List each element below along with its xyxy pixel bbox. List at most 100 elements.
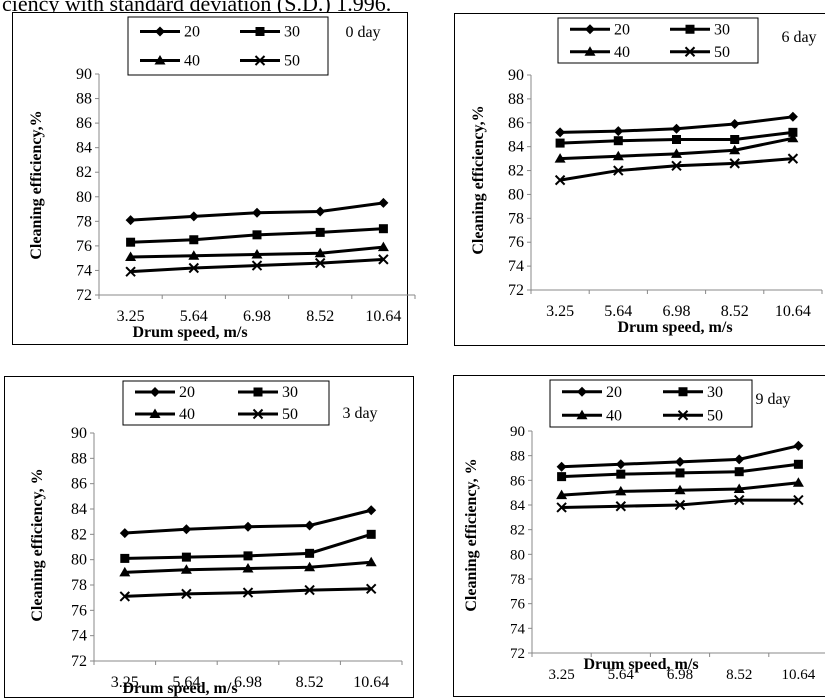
legend-box — [122, 380, 330, 426]
data-point — [556, 489, 568, 500]
y-tick-label: 76 — [76, 238, 92, 255]
legend-label: 20 — [179, 384, 195, 401]
data-point — [378, 197, 389, 208]
y-tick-label: 88 — [76, 91, 92, 108]
x-tick-label: 8.52 — [726, 667, 752, 683]
legend-marker — [584, 46, 596, 56]
y-tick-label: 76 — [71, 602, 87, 619]
chart-day9: 72 74 76 78 80 82 84 86 88 90 3.25 5.64 6.98 8.52 10.6… — [463, 379, 825, 683]
x-tick-label: 10.64 — [782, 667, 816, 683]
series-40 — [556, 477, 804, 500]
y-axis-title: Cleaning efficiency,% — [28, 110, 45, 259]
day-label: 3 day — [342, 405, 377, 422]
y-tick-label: 82 — [76, 164, 92, 181]
series-20 — [125, 197, 389, 226]
data-point — [378, 254, 389, 265]
x-tick-label: 3.25 — [548, 667, 574, 683]
data-point — [366, 505, 377, 516]
y-tick-label: 78 — [71, 577, 87, 594]
day-label: 9 day — [755, 391, 790, 408]
x-tick-label: 10.64 — [365, 308, 401, 325]
data-point — [555, 138, 565, 148]
data-point — [793, 440, 804, 451]
legend-label: 50 — [282, 406, 298, 423]
data-point — [314, 247, 326, 258]
legend-label: 20 — [606, 384, 622, 401]
y-tick-label: 88 — [510, 449, 525, 465]
data-point — [181, 552, 191, 562]
data-point — [615, 459, 626, 470]
legend-marker — [684, 46, 696, 57]
data-point — [671, 160, 682, 171]
x-tick-label: 10.64 — [353, 674, 389, 691]
data-point — [377, 241, 389, 252]
data-point — [556, 461, 567, 472]
data-point — [734, 454, 745, 465]
legend-label: 40 — [179, 406, 195, 423]
data-point — [119, 566, 131, 577]
data-point — [180, 564, 192, 574]
data-point — [366, 529, 376, 539]
data-point — [733, 494, 745, 506]
data-point — [672, 135, 681, 144]
y-tick-label: 88 — [71, 450, 87, 467]
data-point — [125, 215, 136, 226]
data-point — [378, 224, 388, 234]
y-tick-label: 84 — [71, 501, 87, 518]
data-point — [365, 556, 377, 567]
x-tick-label: 6.98 — [667, 667, 693, 683]
data-point — [188, 211, 199, 222]
y-tick-label: 82 — [71, 526, 87, 543]
data-point — [251, 248, 263, 259]
chart-day0: 72 74 76 78 80 82 84 86 88 90 3.25 5.64 6.98 8.52 10.6… — [28, 16, 416, 341]
data-point — [793, 459, 803, 469]
legend-marker — [678, 387, 688, 397]
data-point — [181, 588, 192, 600]
data-point — [793, 494, 804, 506]
data-point — [554, 153, 566, 163]
series-50 — [556, 494, 804, 513]
data-point — [557, 472, 567, 482]
y-tick-label: 74 — [508, 258, 524, 275]
data-point — [304, 520, 315, 531]
legend: 20 30 40 50 — [557, 17, 759, 64]
x-tick-label: 3.25 — [111, 674, 139, 691]
y-tick-label: 76 — [508, 234, 524, 251]
data-point — [730, 135, 740, 144]
series-50 — [119, 583, 377, 602]
legend-marker — [155, 26, 165, 37]
legend-label: 30 — [284, 24, 300, 41]
data-point — [125, 266, 136, 277]
legend-marker — [149, 408, 161, 418]
data-point — [675, 456, 685, 467]
data-point — [787, 111, 798, 122]
y-tick-label: 86 — [508, 115, 524, 132]
data-point — [788, 127, 798, 137]
data-point — [613, 136, 623, 146]
data-point — [674, 499, 686, 511]
data-point — [119, 528, 130, 539]
series-30 — [557, 459, 803, 482]
day-label: 0 day — [345, 24, 380, 41]
data-point — [554, 174, 566, 186]
y-tick-label: 82 — [510, 523, 525, 539]
y-tick-label: 84 — [510, 498, 526, 514]
x-axis-title: Drum speed, m/s — [132, 324, 247, 341]
data-point — [304, 561, 316, 572]
legend-label: 40 — [614, 44, 630, 61]
legend-marker — [685, 24, 695, 34]
data-point — [242, 563, 254, 573]
data-point — [304, 584, 315, 596]
y-tick-label: 86 — [76, 115, 92, 132]
series-50 — [554, 153, 799, 186]
series-40 — [554, 132, 799, 163]
chart-panel-day6: 72 74 76 78 80 82 84 86 88 90 3.25 5.64 6.98 8.52 10.6… — [454, 13, 825, 346]
data-point — [315, 227, 325, 237]
data-point — [242, 587, 254, 598]
data-point — [252, 207, 262, 218]
data-point — [787, 153, 799, 164]
data-point — [252, 230, 262, 240]
x-tick-label: 6.98 — [234, 674, 262, 691]
y-tick-label: 78 — [510, 572, 525, 588]
x-tick-label: 5.64 — [608, 667, 635, 683]
